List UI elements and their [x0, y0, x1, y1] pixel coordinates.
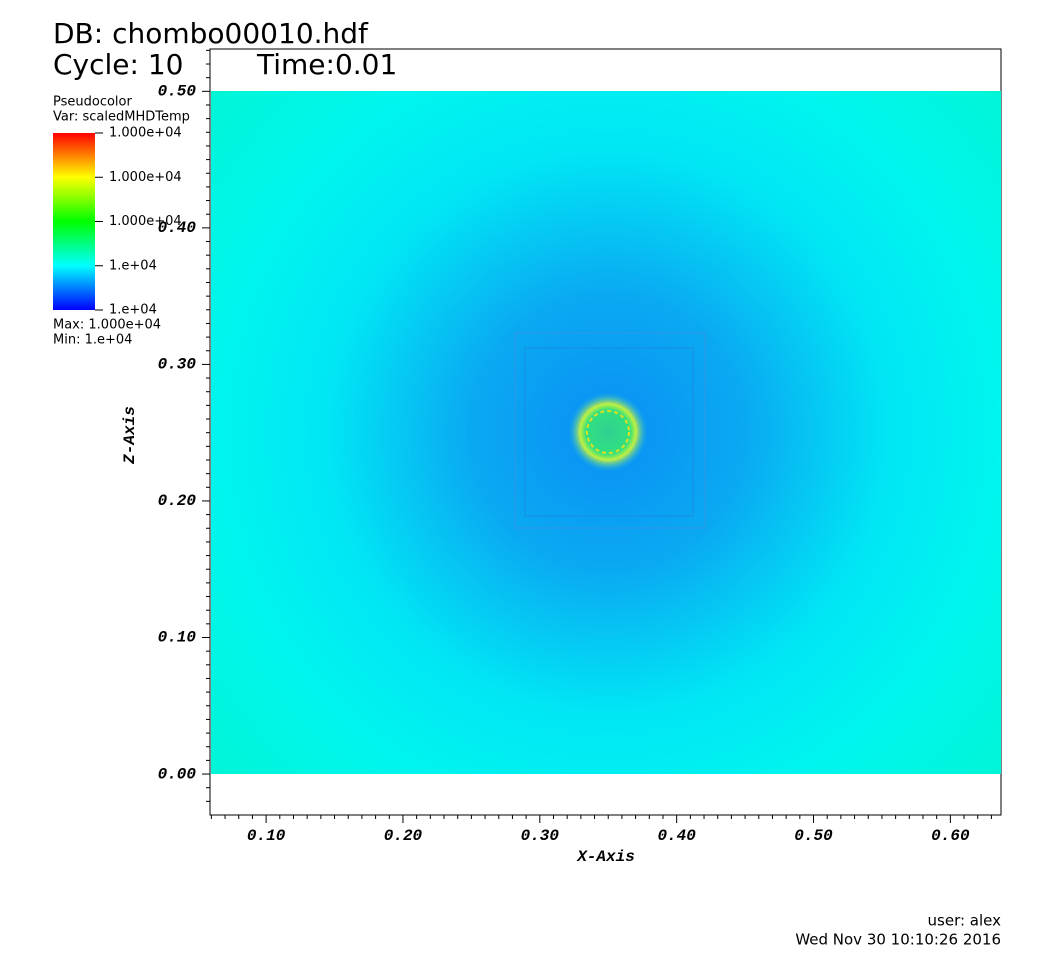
y-tick-label: 0.50: [158, 83, 197, 101]
x-tick-label: 0.10: [247, 827, 286, 845]
colorbar: [53, 133, 95, 310]
legend-plot: Pseudocolor: [53, 95, 132, 110]
colorbar-label: 1.e+04: [109, 258, 157, 273]
y-axis-label: Z-Axis: [121, 406, 139, 465]
x-axis-label: X-Axis: [576, 848, 635, 866]
date: Wed Nov 30 10:10:26 2016: [795, 931, 1001, 949]
refinement-box: [514, 332, 706, 529]
y-tick-label: 0.40: [158, 219, 197, 237]
core-ring: [586, 410, 630, 454]
legend-var: Var: scaledMHDTemp: [53, 110, 190, 125]
x-tick-label: 0.60: [931, 827, 970, 845]
refinement-box: [524, 347, 694, 517]
y-tick-label: 0.20: [158, 492, 197, 510]
x-tick-label: 0.50: [794, 827, 833, 845]
colorbar-label: 1.000e+04: [109, 170, 182, 185]
user: user: alex: [928, 912, 1002, 930]
colorbar-label: 1.e+04: [109, 303, 157, 318]
x-tick-label: 0.30: [521, 827, 560, 845]
y-tick-label: 0.00: [158, 765, 197, 783]
x-tick-label: 0.20: [384, 827, 423, 845]
legend-max: Max: 1.000e+04: [53, 318, 161, 333]
cycle: Cycle: 10: [53, 48, 183, 81]
time: Time:0.01: [256, 48, 397, 81]
y-tick-label: 0.10: [158, 629, 197, 647]
x-tick-label: 0.40: [657, 827, 696, 845]
db-name: DB: chombo00010.hdf: [53, 17, 369, 50]
colorbar-label: 1.000e+04: [109, 126, 182, 141]
colorbar-label: 1.000e+04: [109, 214, 182, 229]
core: [568, 392, 648, 472]
legend-min: Min: 1.e+04: [53, 333, 132, 348]
y-tick-label: 0.30: [158, 356, 197, 374]
